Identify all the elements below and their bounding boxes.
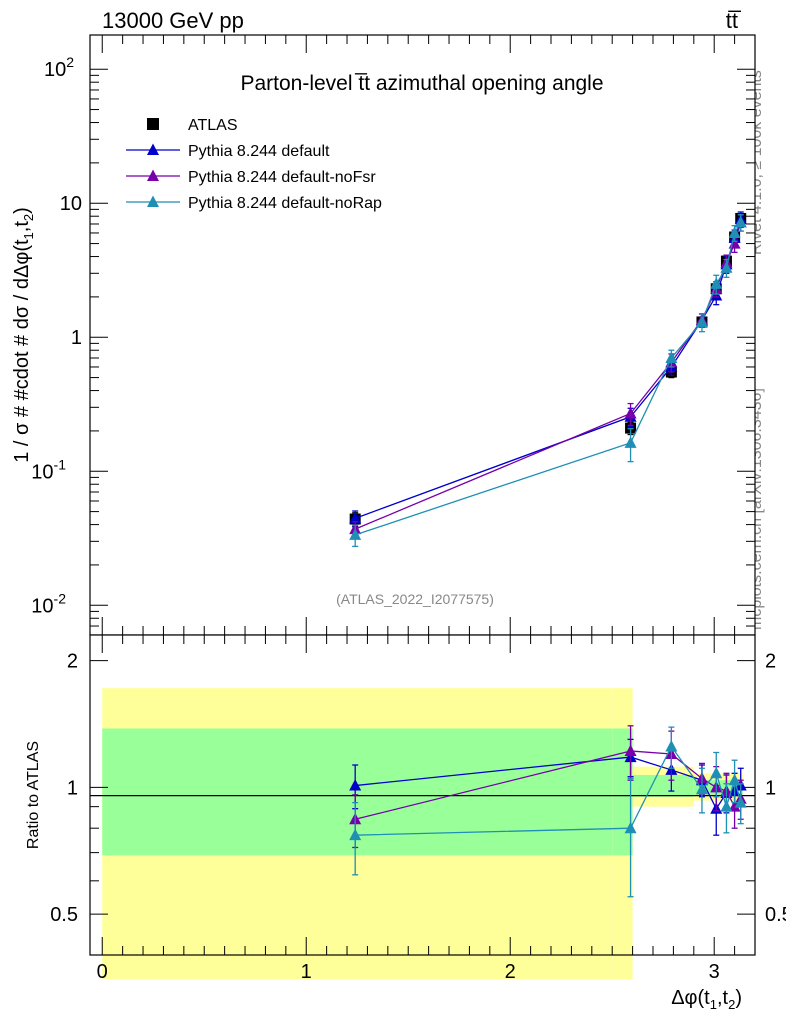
ratio-y-tick-label: 2 <box>67 651 78 673</box>
data-point <box>665 351 678 363</box>
x-tick-label: 0 <box>97 961 108 983</box>
data-point <box>624 406 637 419</box>
legend-label: ATLAS <box>188 117 238 134</box>
energy-label: 13000 GeV pp <box>102 8 244 33</box>
legend-marker <box>147 195 159 207</box>
legend-label: Pythia 8.244 default-noFsr <box>188 169 376 186</box>
ratio-y-tick-label: 1 <box>67 777 78 799</box>
ratio-y-tick-label-right: 2 <box>765 651 776 673</box>
data-point <box>624 436 637 448</box>
ratio-plot-frame <box>89 634 756 956</box>
ratio-series-layer <box>349 725 747 898</box>
legend-entry: ATLAS <box>147 117 238 134</box>
y-tick-label: 10 <box>60 193 82 215</box>
data-point <box>734 796 747 808</box>
legend-entry: Pythia 8.244 default-noFsr <box>126 169 376 186</box>
ratio-ylabel: Ratio to ATLAS <box>25 741 42 849</box>
series-ratio-pythia-8-244-default-norap <box>349 726 747 898</box>
ratio-y-tick-label-right: 0.5 <box>765 904 786 926</box>
data-point <box>624 821 637 834</box>
data-point <box>349 511 362 524</box>
data-point <box>710 277 723 289</box>
y-tick-label: 10-1 <box>31 456 66 483</box>
main-series-layer <box>349 211 747 548</box>
legend: ATLAS Pythia 8.244 default Pythia 8.244 de… <box>126 117 382 212</box>
ratio-axis-ticks: 0.5 0.5 1 1 2 2 0 1 2 3 <box>50 635 786 983</box>
ratio-band-green <box>632 774 694 797</box>
data-point <box>720 800 733 812</box>
data-point <box>665 740 678 752</box>
data-point <box>728 226 741 238</box>
data-point <box>349 828 362 841</box>
ratio-y-tick-label-right: 1 <box>765 777 776 799</box>
legend-entry: Pythia 8.244 default-noRap <box>126 195 382 212</box>
x-axis-label: Δφ(t1,t2) <box>671 987 742 1012</box>
legend-label: Pythia 8.244 default-noRap <box>188 195 382 212</box>
series-pythia-8-244-default-norap <box>349 214 747 548</box>
data-point <box>349 528 362 540</box>
legend-label: Pythia 8.244 default <box>188 143 330 160</box>
legend-marker <box>147 118 159 130</box>
legend-marker <box>147 143 159 155</box>
ratio-y-tick-label: 0.5 <box>50 904 78 926</box>
series-line-pythia-8-244-default-norap <box>354 222 742 536</box>
legend-marker <box>147 169 159 181</box>
data-point <box>349 779 362 791</box>
y-tick-label: 102 <box>44 54 74 81</box>
legend-entry: Pythia 8.244 default <box>126 143 330 160</box>
main-axis-ticks: 10-2 10-1 1 10 102 <box>31 35 755 636</box>
data-point <box>728 800 741 812</box>
chart-title: Parton-level t̅t azimuthal opening angle <box>240 72 603 95</box>
data-point <box>695 782 708 795</box>
x-tick-label: 1 <box>301 961 312 983</box>
data-point <box>624 744 637 756</box>
analysis-watermark: (ATLAS_2022_I2077575) <box>336 591 494 607</box>
y-tick-label: 1 <box>71 327 82 349</box>
main-ylabel: 1 / σ # #cdot # dσ / dΔφ(t1,t2) <box>11 207 36 463</box>
data-point <box>728 773 741 786</box>
main-plot-background <box>90 35 755 635</box>
data-point <box>710 766 723 779</box>
y-tick-label: 10-2 <box>31 590 66 617</box>
data-point <box>695 315 708 327</box>
x-tick-label: 2 <box>505 961 516 983</box>
ratio-plot-panel: 0.5 0.5 1 1 2 2 0 1 2 3 Ratio to ATLAS Δφ(t1,t2) <box>25 634 786 1012</box>
main-plot-panel: 10-2 10-1 1 10 102 Parton-level t̅t azimutha… <box>11 34 756 636</box>
x-tick-label: 3 <box>709 961 720 983</box>
process-label: tt̅ <box>726 8 742 33</box>
data-point <box>720 261 733 273</box>
data-point <box>734 215 747 228</box>
